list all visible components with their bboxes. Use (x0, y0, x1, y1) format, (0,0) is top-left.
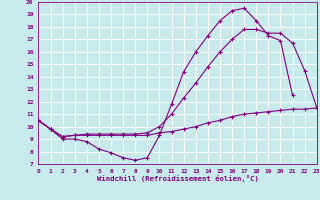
X-axis label: Windchill (Refroidissement éolien,°C): Windchill (Refroidissement éolien,°C) (97, 175, 259, 182)
